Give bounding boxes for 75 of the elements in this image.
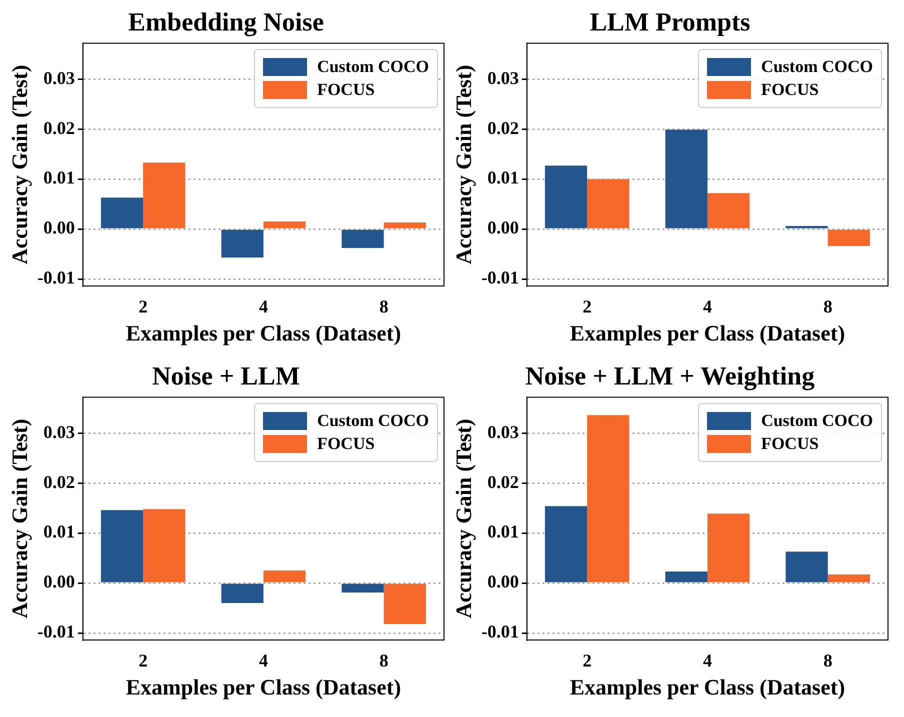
- bar: [665, 130, 708, 228]
- y-tick-label: 0.01: [487, 168, 519, 188]
- x-tick-label: 8: [823, 296, 832, 316]
- bar: [342, 230, 384, 248]
- y-tick-label: 0.00: [43, 218, 75, 238]
- bar: [828, 230, 870, 246]
- x-tick-label: 2: [582, 296, 592, 316]
- y-tick-label: -0.01: [481, 268, 519, 288]
- bar: [221, 584, 264, 604]
- x-axis-title: Examples per Class (Dataset): [126, 674, 402, 700]
- y-tick-label: 0.00: [487, 572, 519, 592]
- y-tick-label: -0.01: [37, 622, 75, 642]
- bar: [221, 230, 264, 258]
- bar: [544, 506, 588, 582]
- y-tick-label: -0.01: [481, 622, 519, 642]
- x-tick-label: 4: [702, 296, 712, 316]
- bar: [587, 179, 630, 228]
- y-axis-title: Accuracy Gain (Test): [6, 418, 32, 618]
- legend-label: FOCUS: [317, 80, 375, 100]
- bar: [384, 222, 426, 228]
- legend-label: Custom COCO: [761, 411, 873, 432]
- chart-title: Embedding Noise: [128, 7, 324, 36]
- x-tick-label: 4: [702, 650, 712, 670]
- y-tick-label: 0.03: [487, 68, 519, 88]
- bar: [342, 584, 384, 593]
- bar: [665, 572, 708, 582]
- x-axis-title: Examples per Class (Dataset): [570, 674, 846, 700]
- y-tick-label: 0.02: [487, 472, 519, 492]
- bar: [100, 198, 144, 228]
- legend-label: Custom COCO: [317, 57, 429, 78]
- y-tick-label: 0.00: [43, 572, 75, 592]
- y-tick-label: 0.01: [43, 168, 75, 188]
- bar: [707, 514, 750, 582]
- bar: [707, 193, 750, 228]
- bar: [263, 570, 306, 582]
- chart-title: Noise + LLM + Weighting: [525, 361, 815, 390]
- legend-label: Custom COCO: [761, 57, 873, 78]
- y-tick-label: 0.01: [487, 522, 519, 542]
- legend-label: FOCUS: [761, 434, 819, 454]
- y-tick-label: 0.01: [43, 522, 75, 542]
- x-tick-label: 8: [379, 650, 388, 670]
- bar: [587, 415, 630, 582]
- y-tick-label: 0.02: [487, 118, 519, 138]
- x-axis-title: Examples per Class (Dataset): [126, 320, 402, 346]
- bar: [143, 509, 186, 582]
- bar: [544, 166, 588, 228]
- legend-label: FOCUS: [317, 434, 375, 454]
- y-axis-title: Accuracy Gain (Test): [450, 64, 476, 264]
- bar: [384, 584, 426, 624]
- x-tick-label: 4: [258, 650, 268, 670]
- y-tick-label: 0.03: [43, 68, 75, 88]
- y-tick-label: 0.00: [487, 218, 519, 238]
- x-tick-label: 2: [138, 650, 148, 670]
- y-axis-title: Accuracy Gain (Test): [6, 64, 32, 264]
- bar: [828, 574, 870, 582]
- x-tick-label: 2: [582, 650, 592, 670]
- chart-title: LLM Prompts: [590, 7, 750, 36]
- x-tick-label: 8: [823, 650, 832, 670]
- bar: [263, 222, 306, 228]
- y-tick-label: 0.03: [43, 422, 75, 442]
- y-tick-label: 0.02: [43, 472, 75, 492]
- y-axis-title: Accuracy Gain (Test): [450, 418, 476, 618]
- y-tick-label: 0.02: [43, 118, 75, 138]
- x-tick-label: 8: [379, 296, 388, 316]
- x-axis-title: Examples per Class (Dataset): [570, 320, 846, 346]
- bar: [100, 510, 144, 582]
- chart-title: Noise + LLM: [152, 361, 300, 390]
- bar: [786, 552, 828, 582]
- legend-label: Custom COCO: [317, 411, 429, 432]
- x-tick-label: 4: [258, 296, 268, 316]
- legend-label: FOCUS: [761, 80, 819, 100]
- y-tick-label: -0.01: [37, 268, 75, 288]
- bar: [143, 162, 186, 228]
- x-tick-label: 2: [138, 296, 148, 316]
- y-tick-label: 0.03: [487, 422, 519, 442]
